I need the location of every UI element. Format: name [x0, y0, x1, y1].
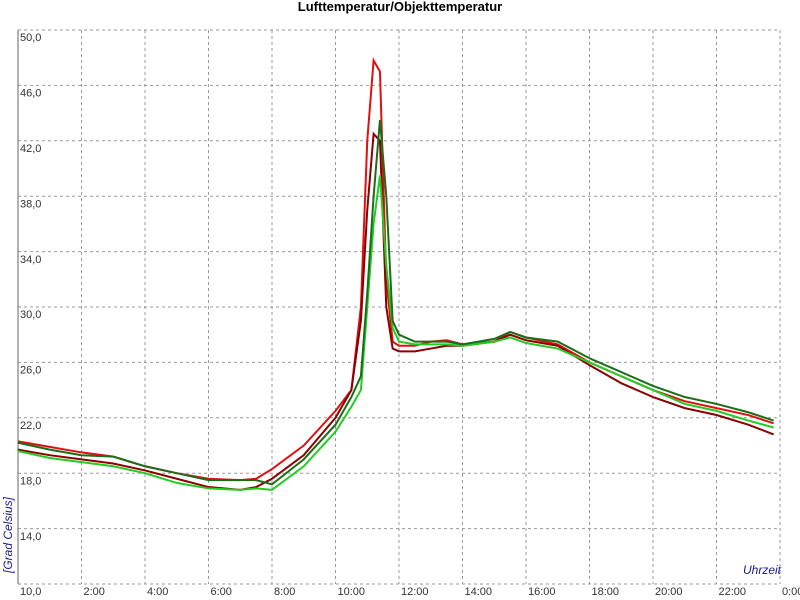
x-tick-label: 10:00 [338, 586, 366, 598]
x-tick-label: 22:00 [719, 586, 747, 598]
y-tick-label: 26,0 [20, 365, 41, 377]
line [17, 175, 774, 491]
x-tick-label: 20:00 [655, 586, 683, 598]
y-tick-label: 10,0 [20, 586, 41, 598]
x-tick-label: 8:00 [274, 586, 295, 598]
x-tick-label: 14:00 [465, 586, 493, 598]
y-tick-label: 34,0 [20, 254, 41, 266]
x-tick-label: 4:00 [147, 586, 168, 598]
x-tick-label: 12:00 [401, 586, 429, 598]
y-axis-label: [Grad Celsius] [1, 496, 15, 574]
line [17, 57, 774, 482]
y-tick-label: 38,0 [20, 198, 41, 210]
y-tick-label: 42,0 [20, 143, 41, 155]
y-tick-label: 50,0 [20, 32, 41, 44]
y-tick-label: 22,0 [20, 420, 41, 432]
y-tick-label: 46,0 [20, 88, 41, 100]
line [17, 131, 775, 491]
x-axis-label: Uhrzeit [743, 563, 782, 577]
x-tick-label: 2:00 [84, 586, 105, 598]
y-tick-label: 14,0 [20, 531, 41, 543]
x-tick-label: 16:00 [528, 586, 556, 598]
x-tick-label: 0:00 [782, 586, 800, 598]
y-tick-label: 18,0 [20, 475, 41, 487]
x-tick-label: 18:00 [592, 586, 620, 598]
x-tick-label: 6:00 [211, 586, 232, 598]
y-tick-label: 30,0 [20, 309, 41, 321]
chart-title: Lufttemperatur/Objekttemperatur [298, 0, 502, 14]
line [17, 119, 774, 486]
